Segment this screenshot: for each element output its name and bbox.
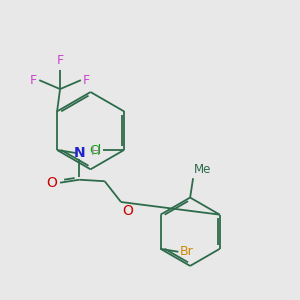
Text: Me: Me [194,163,211,176]
Text: O: O [46,176,57,190]
Text: F: F [83,74,90,87]
Text: F: F [56,54,64,68]
Text: Cl: Cl [89,143,102,157]
Text: H: H [91,145,100,158]
Text: F: F [30,74,37,87]
Text: Br: Br [180,245,194,258]
Text: O: O [122,203,134,218]
Text: N: N [74,146,85,160]
